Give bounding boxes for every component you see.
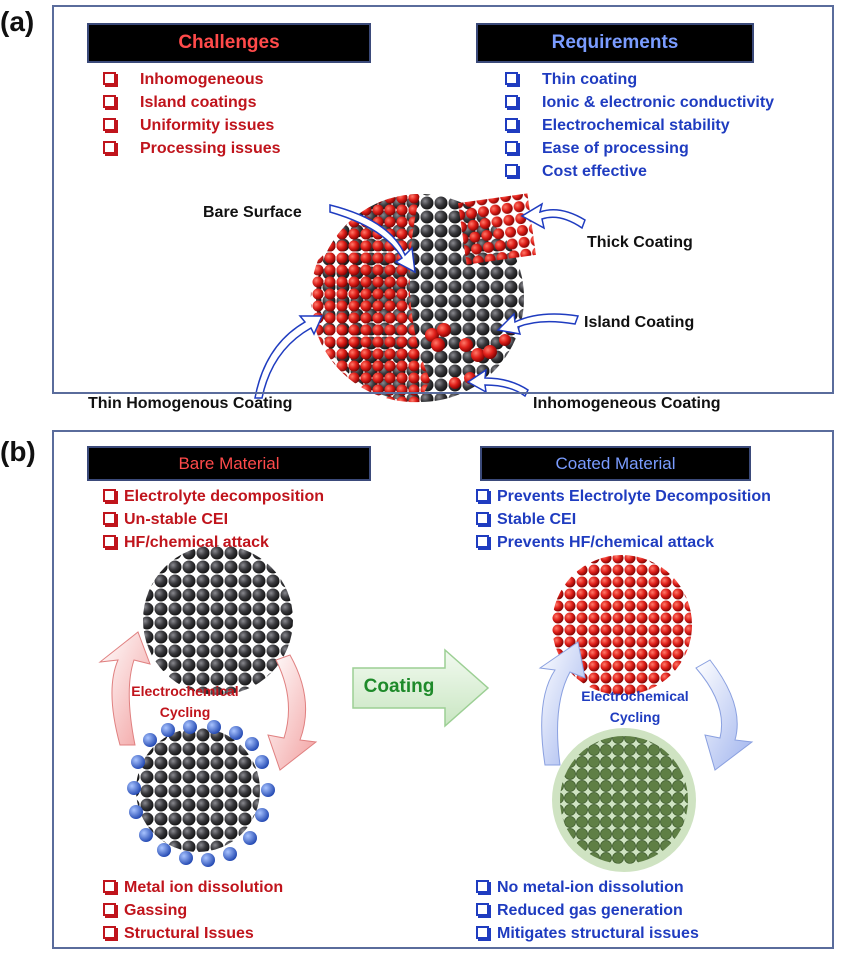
list-item: Ionic & electronic conductivity [505, 91, 774, 114]
checkbox-bullet-icon [103, 95, 116, 108]
checkbox-bullet-icon [103, 489, 116, 502]
list-item: Structural Issues [103, 922, 283, 945]
coated-mitigation-list: No metal-ion dissolution Reduced gas gen… [476, 876, 699, 945]
thick-coating-label: Thick Coating [587, 234, 693, 251]
bare-degradation-list: Metal ion dissolution Gassing Structural… [103, 876, 283, 945]
list-item: Electrochemical stability [505, 114, 774, 137]
island-coating [425, 322, 518, 389]
panel-a [52, 5, 834, 394]
thick-coating-block [458, 193, 536, 265]
thick-coating-arrow-icon [520, 202, 586, 230]
list-item: Metal ion dissolution [103, 876, 283, 899]
checkbox-bullet-icon [103, 118, 116, 131]
panel-b [52, 430, 834, 949]
coated-cycling-label: Electrochemical Cycling [581, 688, 689, 725]
checkbox-bullet-icon [476, 903, 489, 916]
list-item: Prevents HF/chemical attack [476, 531, 771, 554]
dissolved-ions [127, 720, 275, 867]
coated-material-header: Coated Material [480, 446, 751, 481]
cycled-coated-particle [552, 728, 696, 872]
checkbox-bullet-icon [476, 535, 489, 548]
bare-issues-list: Electrolyte decomposition Un-stable CEI … [103, 485, 324, 554]
checkbox-bullet-icon [103, 535, 116, 548]
checkbox-bullet-icon [476, 512, 489, 525]
cycle-arrow-down-icon [695, 659, 754, 771]
list-item: Island coatings [103, 91, 281, 114]
list-item: Electrolyte decomposition [103, 485, 324, 508]
checkbox-bullet-icon [505, 95, 518, 108]
list-item: Ease of processing [505, 137, 774, 160]
list-item: Stable CEI [476, 508, 771, 531]
list-item: Reduced gas generation [476, 899, 699, 922]
list-item: Un-stable CEI [103, 508, 324, 531]
inhomogeneous-arrow-icon [466, 368, 529, 398]
bare-cycling-label: Electrochemical Cycling [131, 683, 239, 720]
thin-homogenous-coating-label: Thin Homogenous Coating [88, 395, 293, 412]
list-item: Gassing [103, 899, 283, 922]
checkbox-bullet-icon [505, 72, 518, 85]
checkbox-bullet-icon [505, 164, 518, 177]
island-coating-label: Island Coating [584, 314, 695, 331]
bare-particle [143, 545, 293, 695]
checkbox-bullet-icon [103, 926, 116, 939]
thin-coating-arrow-icon [254, 315, 324, 399]
panel-label-a: (a) [0, 6, 35, 37]
list-item: No metal-ion dissolution [476, 876, 699, 899]
degraded-bare-particle [127, 720, 275, 867]
checkbox-bullet-icon [103, 141, 116, 154]
checkbox-bullet-icon [476, 926, 489, 939]
requirements-list: Thin coating Ionic & electronic conducti… [505, 68, 774, 183]
bare-surface-arrow-icon [329, 204, 416, 274]
checkbox-bullet-icon [103, 903, 116, 916]
list-item: Processing issues [103, 137, 281, 160]
coated-benefits-list: Prevents Electrolyte Decomposition Stabl… [476, 485, 771, 554]
checkbox-bullet-icon [476, 880, 489, 893]
bare-material-header: Bare Material [87, 446, 371, 481]
cycle-arrow-up-icon [98, 631, 151, 746]
checkbox-bullet-icon [103, 880, 116, 893]
list-item: Uniformity issues [103, 114, 281, 137]
coating-arrow-label: Coating [363, 676, 435, 697]
cycle-arrow-down-icon [267, 654, 318, 771]
list-item: HF/chemical attack [103, 531, 324, 554]
list-item: Cost effective [505, 160, 774, 183]
list-item: Prevents Electrolyte Decomposition [476, 485, 771, 508]
island-coating-arrow-icon [496, 312, 580, 335]
coating-arrow-icon [352, 648, 490, 728]
list-item: Thin coating [505, 68, 774, 91]
checkbox-bullet-icon [103, 72, 116, 85]
challenges-header: Challenges [87, 23, 371, 63]
challenges-list: Inhomogeneous Island coatings Uniformity… [103, 68, 281, 160]
checkbox-bullet-icon [505, 141, 518, 154]
list-item: Inhomogeneous [103, 68, 281, 91]
checkbox-bullet-icon [505, 118, 518, 131]
bare-surface-label: Bare Surface [203, 204, 302, 221]
list-item: Mitigates structural issues [476, 922, 699, 945]
requirements-header: Requirements [476, 23, 754, 63]
cycle-arrow-up-icon [538, 641, 586, 766]
callout-arrows [254, 202, 586, 399]
inhomogeneous-coating-label: Inhomogeneous Coating [533, 395, 721, 412]
checkbox-bullet-icon [476, 489, 489, 502]
checkbox-bullet-icon [103, 512, 116, 525]
panel-label-b: (b) [0, 436, 36, 467]
coated-particle [552, 555, 692, 695]
